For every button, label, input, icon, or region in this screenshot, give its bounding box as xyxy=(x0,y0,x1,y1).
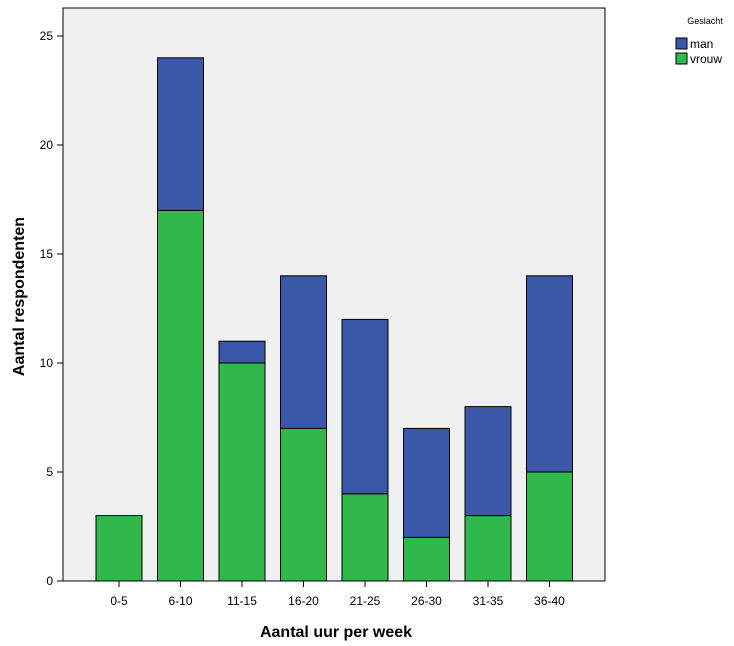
y-tick-label: 20 xyxy=(40,138,54,152)
plot-area xyxy=(62,7,606,582)
bar-man-11-15 xyxy=(218,340,266,364)
x-axis-title: Aantal uur per week xyxy=(260,624,412,641)
bar-man-16-20 xyxy=(280,275,327,429)
x-tick-label: 26-30 xyxy=(411,594,442,608)
bar-man-36-40 xyxy=(526,275,573,473)
bar-vrouw-31-35 xyxy=(464,515,512,582)
y-tick-label: 5 xyxy=(46,465,53,479)
x-tick-label: 31-35 xyxy=(473,594,504,608)
bar-man-21-25 xyxy=(341,318,389,495)
legend-swatch-man xyxy=(675,37,688,50)
y-tick-label: 0 xyxy=(46,574,53,588)
bar-man-26-30 xyxy=(403,427,450,538)
bar-vrouw-36-40 xyxy=(526,471,573,582)
legend-title: Geslacht xyxy=(687,16,723,26)
y-axis-title: Aantal respondenten xyxy=(11,217,28,376)
y-tick-label: 25 xyxy=(40,29,54,43)
bar-vrouw-16-20 xyxy=(280,427,327,582)
bar-vrouw-11-15 xyxy=(218,362,266,582)
bar-vrouw-26-30 xyxy=(403,536,450,582)
bar-man-6-10 xyxy=(157,57,204,211)
legend-label-man: man xyxy=(690,37,713,51)
bar-vrouw-21-25 xyxy=(341,493,389,582)
x-tick-label: 6-10 xyxy=(168,594,192,608)
bar-vrouw-0-5 xyxy=(95,515,143,582)
x-tick-label: 36-40 xyxy=(534,594,565,608)
x-tick-label: 21-25 xyxy=(350,594,381,608)
bar-vrouw-6-10 xyxy=(157,209,204,582)
x-axis: 0-5 6-10 11-15 16-20 21-25 26-30 31-35 36-40 xyxy=(110,581,565,608)
legend-label-vrouw: vrouw xyxy=(690,52,722,66)
x-tick-label: 11-15 xyxy=(227,594,257,608)
y-axis: 0 5 10 15 20 25 xyxy=(40,29,63,588)
x-tick-label: 0-5 xyxy=(110,594,128,608)
y-tick-label: 15 xyxy=(40,247,54,261)
bar-man-31-35 xyxy=(464,406,512,517)
x-tick-label: 16-20 xyxy=(288,594,319,608)
legend-swatch-vrouw xyxy=(675,52,688,65)
bars xyxy=(95,57,573,582)
y-tick-label: 10 xyxy=(40,356,54,370)
